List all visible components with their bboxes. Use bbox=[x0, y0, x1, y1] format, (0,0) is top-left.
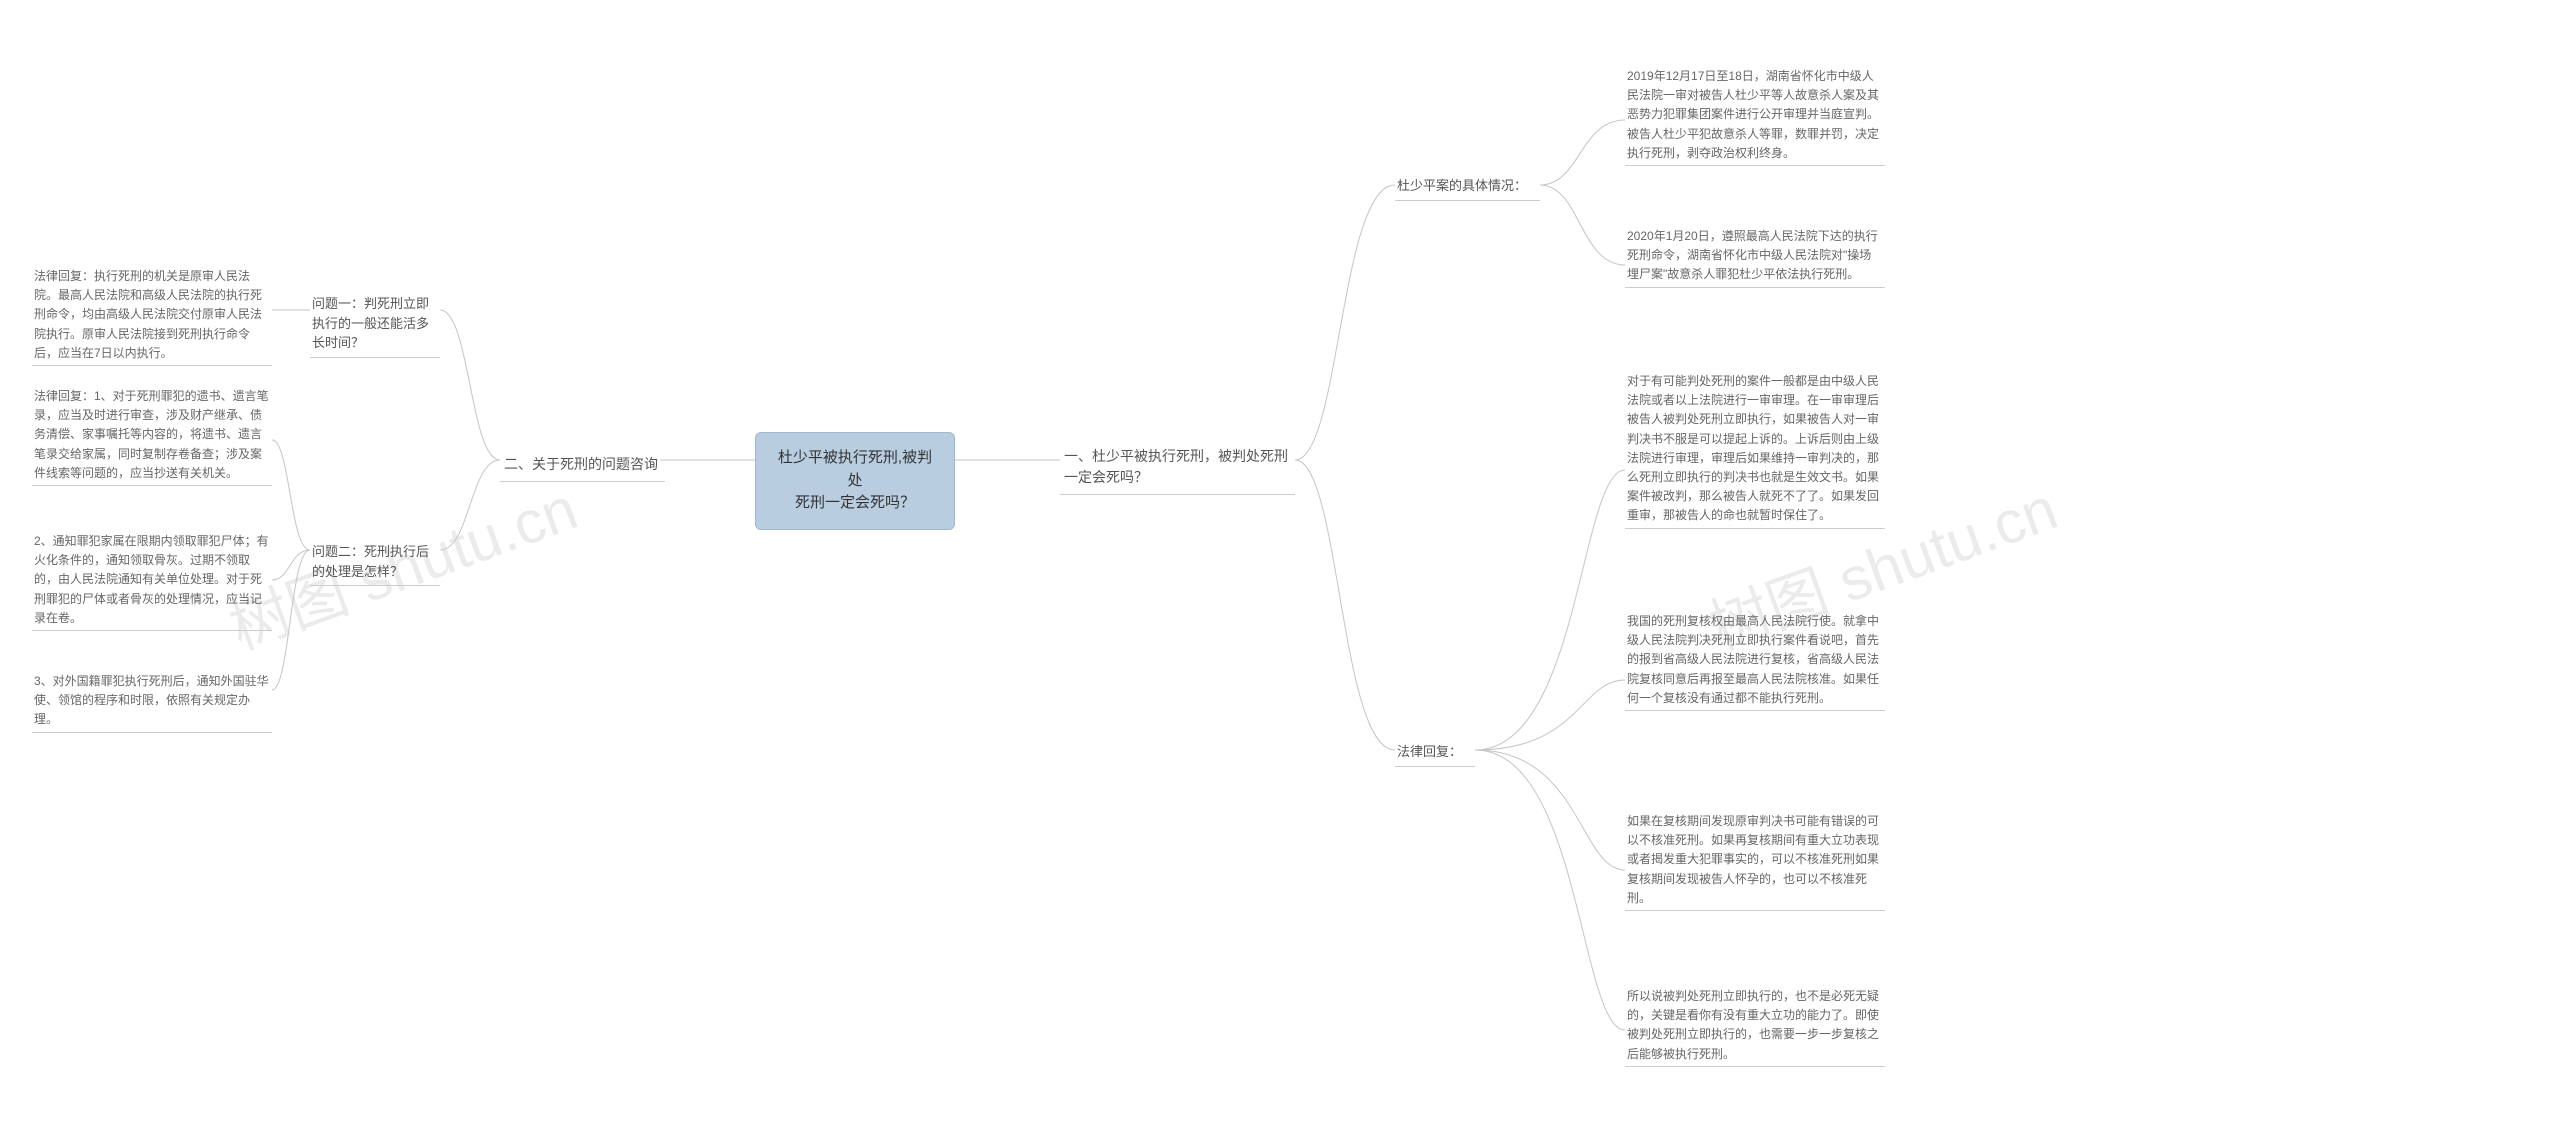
right-sub2-leaf1: 对于有可能判处死刑的案件一般都是由中级人民法院或者以上法院进行一审审理。在一审审… bbox=[1625, 370, 1885, 529]
left-sub1: 问题一：判死刑立即执行的一般还能活多长时间？ bbox=[310, 290, 440, 358]
right-sub1-leaf2: 2020年1月20日，遵照最高人民法院下达的执行死刑命令，湖南省怀化市中级人民法… bbox=[1625, 225, 1885, 288]
right-sub1-leaf1: 2019年12月17日至18日，湖南省怀化市中级人民法院一审对被告人杜少平等人故… bbox=[1625, 65, 1885, 166]
right-sub2-leaf3: 如果在复核期间发现原审判决书可能有错误的可以不核准死刑。如果再复核期间有重大立功… bbox=[1625, 810, 1885, 911]
right-sub2-leaf4: 所以说被判处死刑立即执行的，也不是必死无疑的，关键是看你有没有重大立功的能力了。… bbox=[1625, 985, 1885, 1067]
left-sub2-label: 问题二：死刑执行后的处理是怎样？ bbox=[312, 544, 429, 579]
root-line2: 死刑一定会死吗？ bbox=[776, 492, 934, 515]
right-branch: 一、杜少平被执行死刑，被判处死刑一定会死吗？ bbox=[1060, 440, 1295, 495]
left-branch-label: 二、关于死刑的问题咨询 bbox=[504, 456, 658, 472]
left-sub1-label: 问题一：判死刑立即执行的一般还能活多长时间？ bbox=[312, 296, 429, 350]
left-sub2-leaf1: 法律回复：1、对于死刑罪犯的遗书、遗言笔录，应当及时进行审查，涉及财产继承、债务… bbox=[32, 385, 272, 486]
right-branch-label: 一、杜少平被执行死刑，被判处死刑一定会死吗？ bbox=[1064, 448, 1288, 485]
right-sub1: 杜少平案的具体情况： bbox=[1395, 172, 1540, 201]
right-sub1-label: 杜少平案的具体情况： bbox=[1397, 178, 1527, 193]
right-sub2: 法律回复： bbox=[1395, 738, 1475, 767]
right-sub2-leaf2: 我国的死刑复核权由最高人民法院行使。就拿中级人民法院判决死刑立即执行案件看说吧，… bbox=[1625, 610, 1885, 711]
right-sub2-label: 法律回复： bbox=[1397, 744, 1462, 759]
left-branch: 二、关于死刑的问题咨询 bbox=[500, 448, 665, 482]
left-sub2-leaf3: 3、对外国籍罪犯执行死刑后，通知外国驻华使、领馆的程序和时限，依照有关规定办理。 bbox=[32, 670, 272, 733]
root-line1: 杜少平被执行死刑,被判处 bbox=[776, 447, 934, 492]
root-node: 杜少平被执行死刑,被判处 死刑一定会死吗？ bbox=[755, 432, 955, 530]
left-sub1-leaf: 法律回复：执行死刑的机关是原审人民法院。最高人民法院和高级人民法院的执行死刑命令… bbox=[32, 265, 272, 366]
left-sub2-leaf2: 2、通知罪犯家属在限期内领取罪犯尸体；有火化条件的，通知领取骨灰。过期不领取的，… bbox=[32, 530, 272, 631]
left-sub2: 问题二：死刑执行后的处理是怎样？ bbox=[310, 538, 440, 586]
